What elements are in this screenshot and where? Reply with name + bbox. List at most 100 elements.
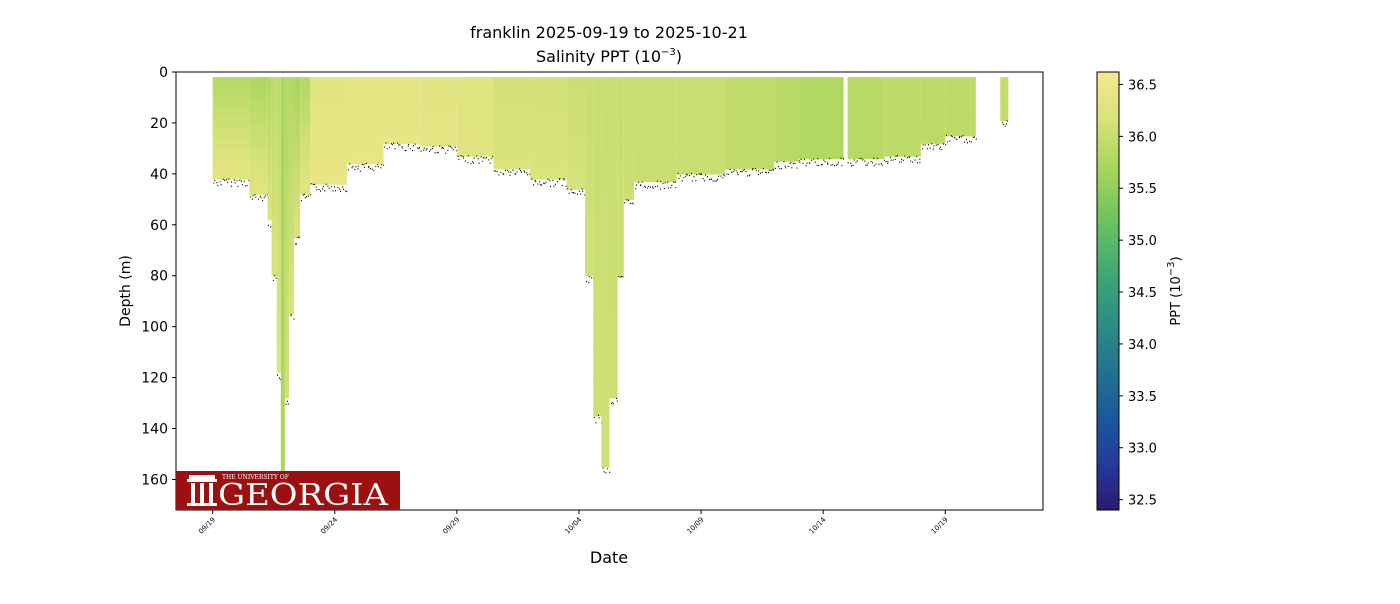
bottom-dot xyxy=(781,168,783,170)
bottom-dot xyxy=(275,277,277,279)
bottom-dot xyxy=(758,170,760,172)
bottom-dot xyxy=(509,174,511,176)
salinity-cell xyxy=(288,100,295,126)
salinity-cell xyxy=(212,77,250,88)
profile-15 xyxy=(493,77,531,176)
salinity-cell xyxy=(249,182,268,195)
salinity-cell xyxy=(617,255,624,277)
salinity-cell xyxy=(847,117,885,127)
salinity-cell xyxy=(249,112,268,125)
y-tick-label: 80 xyxy=(150,269,168,285)
bottom-dot xyxy=(748,175,750,177)
salinity-cell xyxy=(267,176,272,192)
bottom-dot xyxy=(943,143,944,145)
salinity-cell xyxy=(725,132,775,142)
bottom-dot xyxy=(255,196,257,198)
bottom-dot xyxy=(225,179,227,181)
bottom-dot xyxy=(361,163,363,166)
bottom-dot xyxy=(710,178,712,180)
bottom-dots xyxy=(420,145,458,154)
salinity-cell xyxy=(593,77,602,112)
salinity-cell xyxy=(774,102,799,112)
salinity-cell xyxy=(284,77,289,110)
bottom-dot xyxy=(616,397,617,400)
colorbar-tick-label: 33.0 xyxy=(1128,442,1157,457)
salinity-cell xyxy=(288,219,295,244)
bottom-dot xyxy=(802,162,804,164)
salinity-cell xyxy=(456,92,494,102)
bottom-dot xyxy=(515,173,517,175)
bottom-dot xyxy=(708,179,710,181)
bottom-dot xyxy=(549,179,551,182)
salinity-cell xyxy=(456,100,494,110)
bottom-dot xyxy=(447,149,449,151)
salinity-cell xyxy=(623,187,634,200)
salinity-cell xyxy=(456,84,494,94)
bottom-dot xyxy=(228,178,230,180)
profile-7 xyxy=(288,77,295,320)
salinity-cell xyxy=(294,109,301,126)
salinity-cell xyxy=(212,158,250,170)
bottom-dot xyxy=(391,143,393,145)
bottom-dot xyxy=(667,181,669,183)
bottom-dot xyxy=(417,147,419,149)
bottom-dot xyxy=(346,191,348,193)
salinity-cell xyxy=(383,90,421,98)
salinity-cell xyxy=(420,97,457,106)
salinity-cell xyxy=(276,313,281,344)
salinity-cell xyxy=(284,237,289,271)
bottom-dot xyxy=(813,158,815,160)
bottom-dot xyxy=(550,185,551,187)
salinity-cell xyxy=(847,150,885,160)
bottom-dot xyxy=(809,162,811,164)
salinity-cell xyxy=(294,157,301,174)
bottom-dots xyxy=(310,183,348,193)
bottom-dot xyxy=(574,192,576,194)
bottom-dot xyxy=(470,163,472,165)
bottom-dot xyxy=(607,468,609,470)
bottom-dot xyxy=(733,169,735,171)
bottom-dot xyxy=(580,193,582,195)
salinity-cell xyxy=(623,150,634,164)
bottom-dot xyxy=(878,163,880,165)
salinity-cell xyxy=(847,125,885,135)
bottom-dot xyxy=(850,162,852,164)
bottom-dot xyxy=(409,148,411,150)
bottom-dots xyxy=(946,134,977,144)
salinity-cell xyxy=(288,124,295,149)
salinity-cell xyxy=(310,130,347,142)
bottom-dot xyxy=(347,169,349,171)
bottom-dot xyxy=(794,162,796,164)
bottom-dot xyxy=(519,168,521,170)
bottom-dots xyxy=(566,188,586,196)
bottom-dot xyxy=(707,176,708,178)
bottom-dot xyxy=(552,179,554,182)
bottom-dot xyxy=(342,186,344,188)
salinity-cell xyxy=(271,156,277,177)
bottom-dot xyxy=(793,162,794,165)
salinity-cell xyxy=(249,77,268,90)
salinity-cell xyxy=(346,155,384,165)
salinity-cell xyxy=(456,140,494,149)
salinity-cell xyxy=(566,166,586,179)
bottom-dot xyxy=(693,176,695,178)
bottom-dot xyxy=(752,167,754,170)
bottom-dot xyxy=(359,170,361,172)
bottom-dot xyxy=(246,185,248,187)
salinity-cell xyxy=(617,236,624,257)
bottom-dot xyxy=(806,162,808,164)
bottom-dot xyxy=(776,161,778,163)
bottom-dot xyxy=(752,169,754,171)
bottom-dot xyxy=(928,144,929,146)
salinity-cell xyxy=(284,141,289,174)
salinity-cell xyxy=(280,196,285,237)
salinity-cell xyxy=(493,122,531,133)
profile-5 xyxy=(280,77,285,483)
bottom-dot xyxy=(902,159,904,161)
bottom-dot xyxy=(571,191,573,194)
bottom-dots xyxy=(347,162,384,172)
bottom-dot xyxy=(935,144,937,146)
profile-26 xyxy=(725,77,775,177)
bottom-dot xyxy=(250,196,252,198)
salinity-cell xyxy=(212,117,250,129)
